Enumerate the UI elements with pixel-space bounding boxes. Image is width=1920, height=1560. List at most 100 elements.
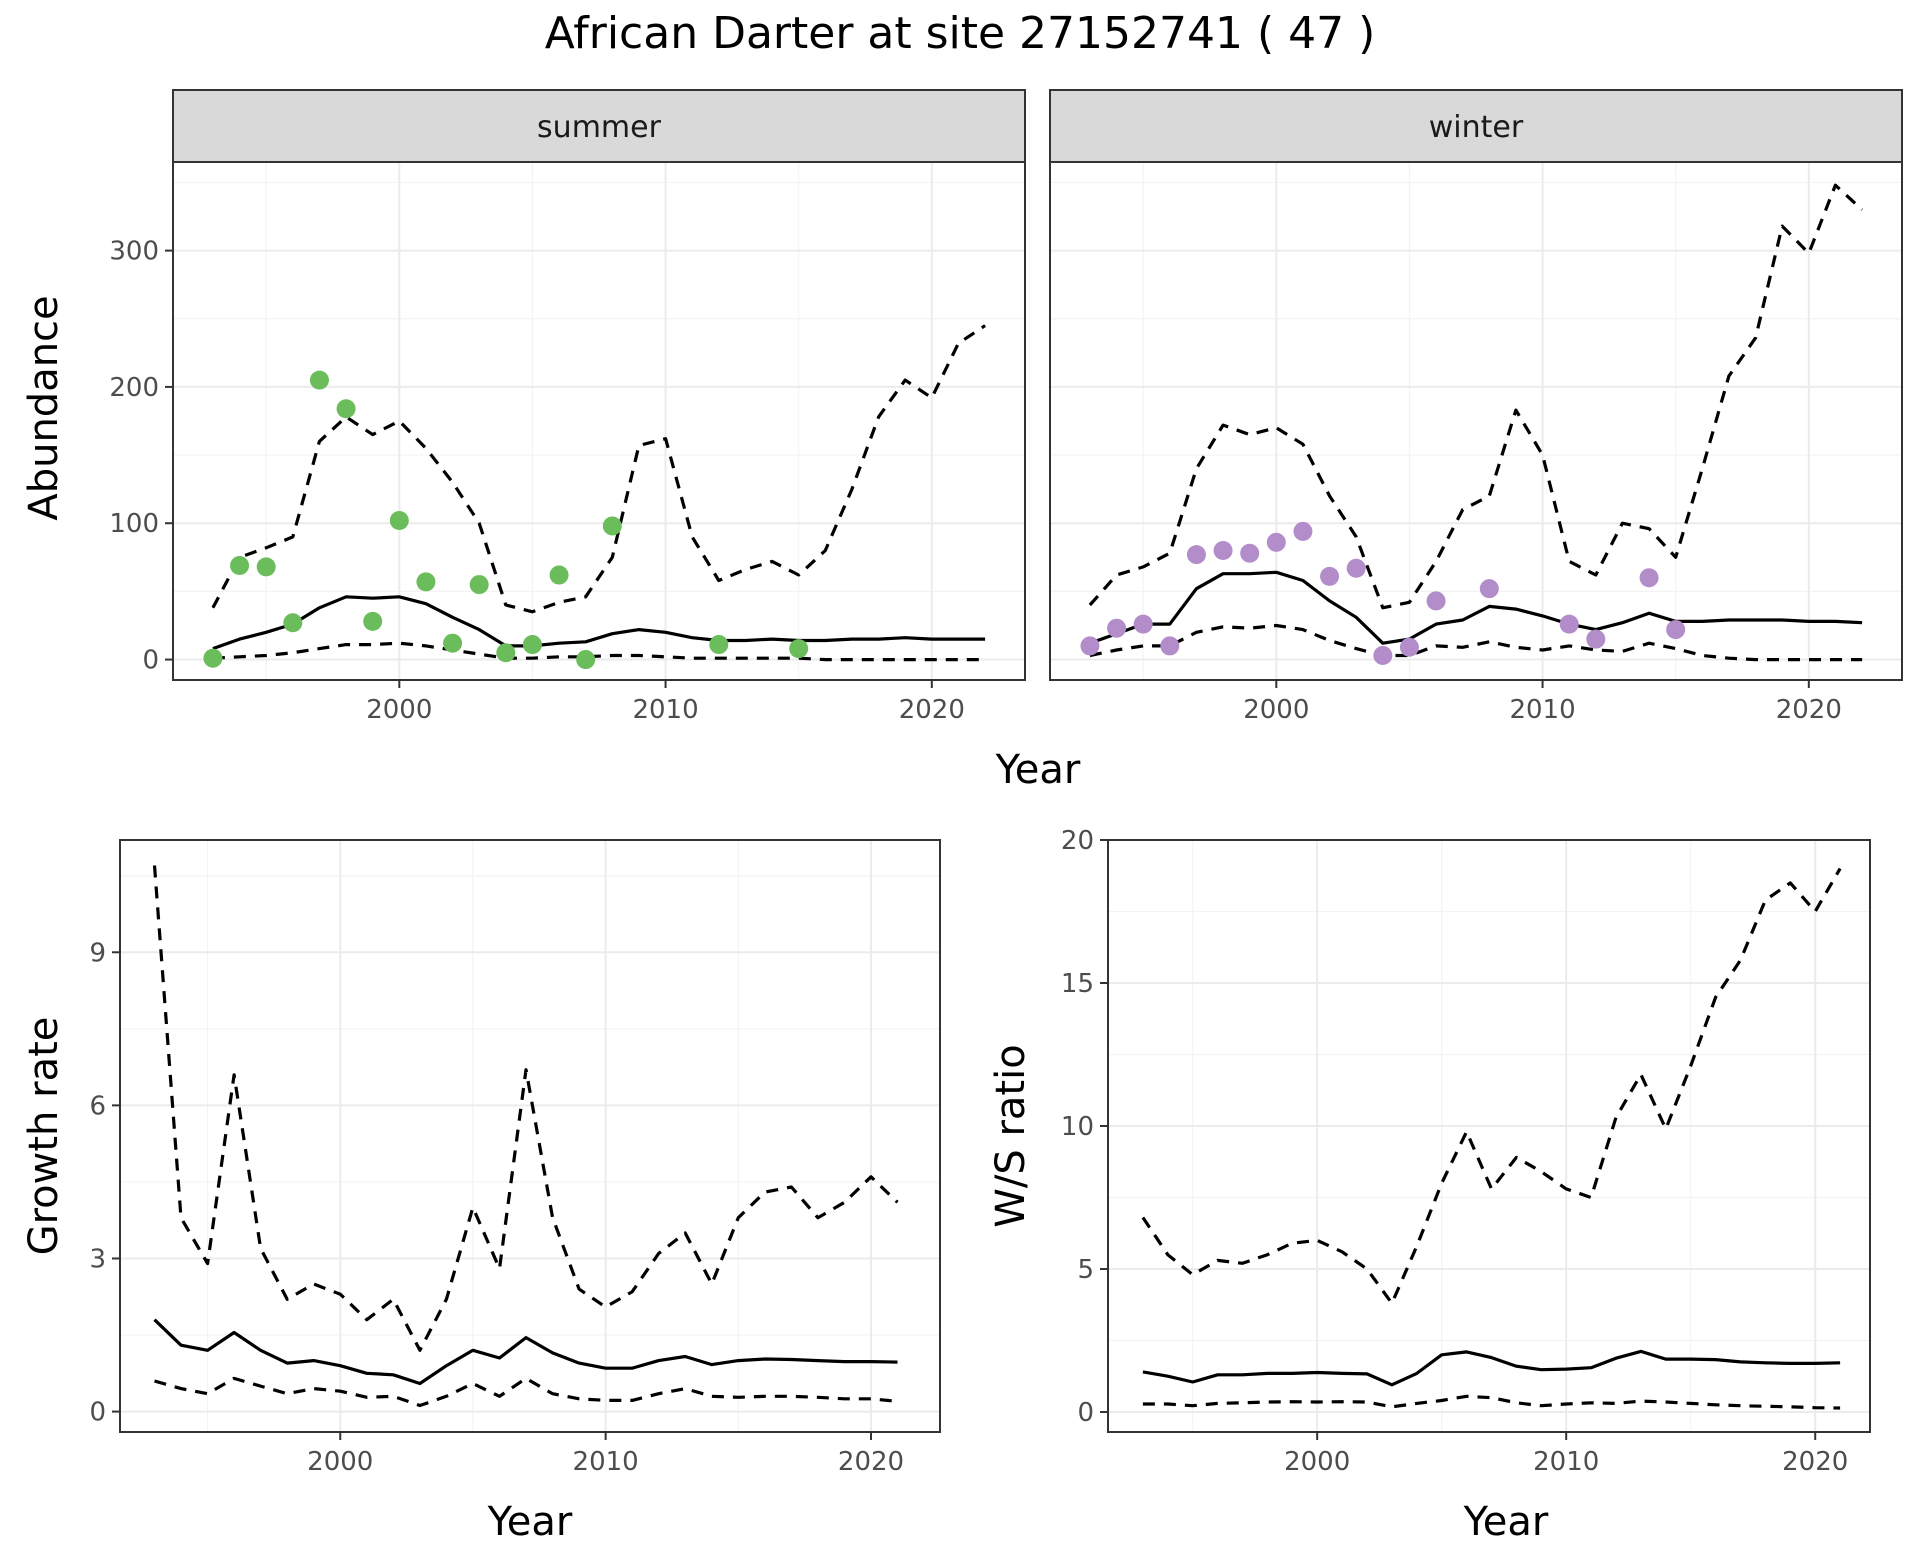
observation-point <box>1373 645 1393 665</box>
strip-winter <box>1049 89 1903 163</box>
x-tick-label: 2020 <box>838 1447 904 1477</box>
observation-point <box>336 399 356 419</box>
observation-point <box>469 575 489 595</box>
y-tick-label: 0 <box>1077 1398 1094 1428</box>
x-tick-label: 2000 <box>1243 695 1309 725</box>
observation-point <box>1426 591 1446 611</box>
observation-point <box>1266 532 1286 552</box>
observation-point <box>549 565 569 585</box>
x-tick-label: 2000 <box>307 1447 373 1477</box>
observation-point <box>283 613 303 633</box>
x-axis-title-growth: Year <box>487 1499 573 1545</box>
series-lower-bound <box>154 1376 898 1408</box>
observation-point <box>496 643 516 663</box>
panel-winter: winter 2000 2010 2020 <box>1049 89 1903 725</box>
y-tick-label: 0 <box>89 1398 106 1428</box>
y-tick-label: 6 <box>89 1091 106 1121</box>
y-tick-label: 15 <box>1061 969 1094 999</box>
observation-point <box>230 555 250 575</box>
plot-area-ws-ratio: 2000 2010 2020 0 5 10 15 20 <box>1061 826 1871 1477</box>
observation-point <box>1240 543 1260 563</box>
y-tick-label: 3 <box>89 1244 106 1274</box>
observation-point <box>709 635 729 655</box>
series-upper-bound <box>1088 183 1864 610</box>
x-tick-label: 2000 <box>366 695 432 725</box>
series-lower-bound <box>1089 623 1863 662</box>
series-median <box>212 595 986 651</box>
panel-growth: 2000 2010 2020 0 3 6 9 <box>89 839 941 1477</box>
y-tick-label: 300 <box>109 237 159 267</box>
series-median <box>1089 570 1863 645</box>
observation-point <box>1346 558 1366 578</box>
series-upper-bound <box>1141 867 1842 1305</box>
observation-point <box>1639 568 1659 588</box>
observation-point <box>1559 614 1579 634</box>
grid <box>1050 162 1902 680</box>
observation-point <box>1133 614 1153 634</box>
x-tick-label: 2010 <box>1533 1447 1599 1477</box>
panel-summer: summer 2000 2010 2020 0 100 200 300 <box>109 89 1026 725</box>
observation-point <box>1107 618 1127 638</box>
x-axis-title-shared: Year <box>995 747 1081 793</box>
observation-point <box>309 370 329 390</box>
y-axis-title-growth: Growth rate <box>21 1017 67 1256</box>
plot-area-summer: 2000 2010 2020 0 100 200 300 <box>109 161 1026 725</box>
observation-point <box>1080 636 1100 656</box>
panel-border <box>1107 839 1871 1433</box>
y-tick-label: 10 <box>1061 1112 1094 1142</box>
y-tick-label: 20 <box>1061 826 1094 856</box>
observation-point <box>1293 521 1313 541</box>
x-tick-label: 2010 <box>573 1447 639 1477</box>
observation-point <box>602 516 622 536</box>
observation-point <box>1399 637 1419 657</box>
strip-summer <box>172 89 1026 163</box>
observation-point <box>363 611 383 631</box>
x-axis-title-ws-ratio: Year <box>1463 1499 1549 1545</box>
observation-point <box>203 648 223 668</box>
observation-points <box>1080 521 1686 665</box>
y-axis-title-ws-ratio: W/S ratio <box>988 1044 1034 1227</box>
y-tick-label: 0 <box>142 646 159 676</box>
observation-point <box>416 572 436 592</box>
x-tick-label: 2010 <box>1509 695 1575 725</box>
grid <box>1108 839 1870 1432</box>
series-median <box>153 1318 898 1386</box>
y-tick-label: 9 <box>89 938 106 968</box>
observation-point <box>576 650 596 670</box>
x-tick-label: 2020 <box>899 695 965 725</box>
grid <box>173 162 1025 680</box>
series-upper-bound <box>211 324 986 614</box>
strip-label-winter: winter <box>1429 110 1524 145</box>
plot-area-growth: 2000 2010 2020 0 3 6 9 <box>89 839 941 1477</box>
panel-border <box>119 839 941 1433</box>
series-lower-bound <box>212 641 986 662</box>
x-tick-label: 2020 <box>1776 695 1842 725</box>
main-title: African Darter at site 27152741 ( 47 ) <box>545 8 1376 59</box>
observation-point <box>522 635 542 655</box>
y-axis-title-abundance: Abundance <box>21 295 67 520</box>
plot-area-winter: 2000 2010 2020 <box>1049 161 1903 725</box>
observation-point <box>789 639 809 659</box>
observation-point <box>1186 545 1206 565</box>
series-lower-bound <box>1142 1394 1841 1410</box>
observation-point <box>256 557 276 577</box>
x-tick-label: 2000 <box>1284 1447 1350 1477</box>
observation-point <box>1320 566 1340 586</box>
x-tick-label: 2010 <box>632 695 698 725</box>
y-tick-label: 200 <box>109 373 159 403</box>
observation-point <box>1479 579 1499 599</box>
x-tick-label: 2020 <box>1782 1447 1848 1477</box>
panel-ws-ratio: 2000 2010 2020 0 5 10 15 20 <box>1061 826 1871 1477</box>
series-upper-bound <box>152 865 899 1352</box>
observation-point <box>1666 620 1686 640</box>
observation-point <box>1586 629 1606 649</box>
series-median <box>1142 1349 1841 1387</box>
strip-label-summer: summer <box>537 110 662 145</box>
observation-point <box>443 633 463 653</box>
grid <box>120 840 940 1432</box>
y-tick-label: 5 <box>1077 1255 1094 1285</box>
observation-point <box>389 511 409 531</box>
observation-point <box>1213 541 1233 560</box>
y-tick-label: 100 <box>109 509 159 539</box>
observation-point <box>1160 636 1180 656</box>
